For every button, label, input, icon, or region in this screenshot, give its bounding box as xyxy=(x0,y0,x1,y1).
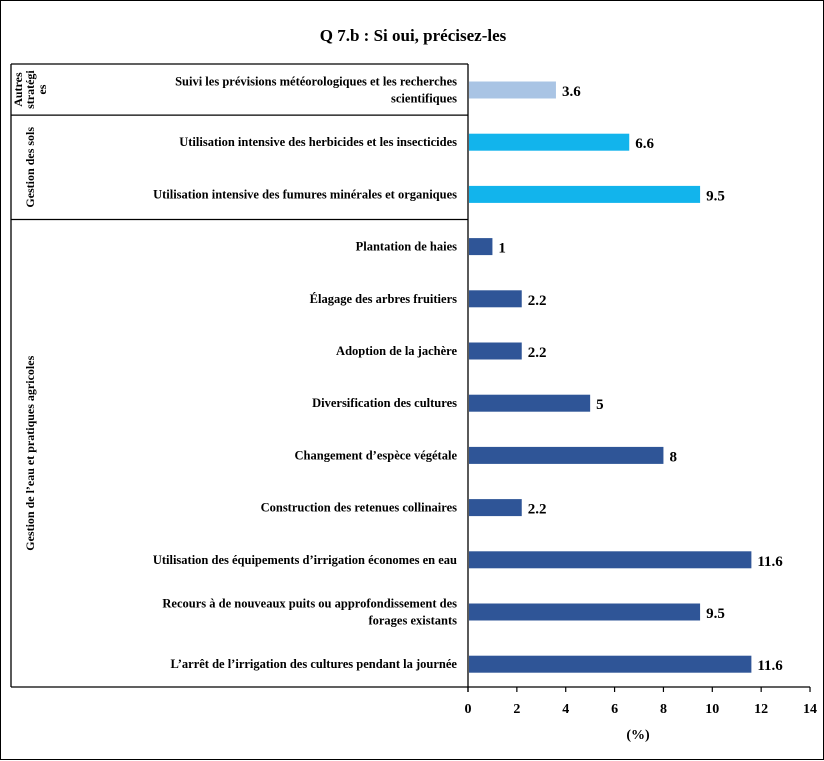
category-label: Utilisation intensive des herbicides et … xyxy=(179,135,457,149)
bar xyxy=(469,133,630,151)
bar xyxy=(469,342,522,360)
bar xyxy=(469,185,701,203)
x-tick-label: 4 xyxy=(562,702,569,717)
group-label: Autresstratégies xyxy=(11,70,49,109)
x-tick-label: 0 xyxy=(465,702,472,717)
bar xyxy=(469,238,493,256)
bar xyxy=(469,446,664,464)
value-label: 2.2 xyxy=(528,345,547,361)
value-label: 11.6 xyxy=(757,658,783,674)
category-label: Utilisation intensive des fumures minéra… xyxy=(153,187,457,201)
x-tick-label: 10 xyxy=(705,702,719,717)
bar xyxy=(469,394,591,412)
bar xyxy=(469,499,522,517)
value-label: 8 xyxy=(669,449,677,465)
bar xyxy=(469,603,701,621)
category-label: Élagage des arbres fruitiers xyxy=(310,292,457,306)
bar xyxy=(469,655,752,673)
value-label: 9.5 xyxy=(706,606,725,622)
value-label: 5 xyxy=(596,397,604,413)
category-label: Recours à de nouveaux puits ou approfond… xyxy=(162,597,457,628)
value-label: 6.6 xyxy=(635,136,654,152)
x-tick-label: 12 xyxy=(754,702,768,717)
bar xyxy=(469,551,752,569)
x-axis-label: (%) xyxy=(626,728,650,743)
x-tick-label: 14 xyxy=(803,702,817,717)
value-label: 9.5 xyxy=(706,188,725,204)
group-label: Gestion de l’eau et pratiques agricoles xyxy=(23,355,37,550)
x-tick-label: 6 xyxy=(611,702,618,717)
category-label: Construction des retenues collinaires xyxy=(261,501,458,515)
category-label: Plantation de haies xyxy=(356,240,458,254)
value-label: 2.2 xyxy=(528,502,547,518)
category-label: Changement d’espèce végétale xyxy=(295,448,458,462)
category-label: Suivi les prévisions météorologiques et … xyxy=(175,75,457,106)
group-label: Gestion des sols xyxy=(23,127,37,208)
value-label: 11.6 xyxy=(757,554,783,570)
chart-title: Q 7.b : Si oui, précisez-les xyxy=(320,26,507,45)
category-label: Diversification des cultures xyxy=(312,396,457,410)
x-tick-label: 8 xyxy=(660,702,667,717)
category-label: Adoption de la jachère xyxy=(336,344,457,358)
x-tick-label: 2 xyxy=(513,702,520,717)
bar xyxy=(469,81,556,99)
value-label: 1 xyxy=(498,241,506,257)
value-label: 2.2 xyxy=(528,293,547,309)
value-label: 3.6 xyxy=(562,84,581,100)
bar xyxy=(469,290,522,308)
category-label: L’arrêt de l’irrigation des cultures pen… xyxy=(171,657,458,671)
category-label: Utilisation des équipements d’irrigation… xyxy=(153,553,457,567)
